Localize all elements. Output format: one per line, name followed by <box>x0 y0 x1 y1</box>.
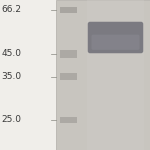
Text: 35.0: 35.0 <box>2 72 22 81</box>
Bar <box>60 73 77 80</box>
FancyBboxPatch shape <box>88 22 143 53</box>
Bar <box>60 50 77 58</box>
Bar <box>60 7 77 13</box>
Bar <box>60 117 77 123</box>
Bar <box>56 0 150 150</box>
FancyBboxPatch shape <box>92 35 140 50</box>
Text: 25.0: 25.0 <box>2 116 21 124</box>
Text: 66.2: 66.2 <box>2 5 21 14</box>
Text: 45.0: 45.0 <box>2 50 21 58</box>
Bar <box>87 0 144 150</box>
